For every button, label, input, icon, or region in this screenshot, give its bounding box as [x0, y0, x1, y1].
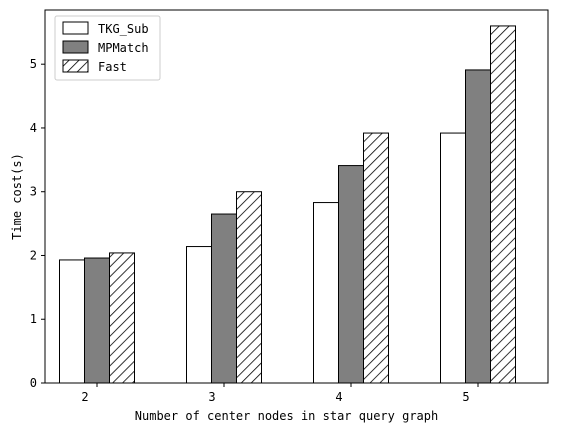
x-tick-label: 2 — [81, 390, 88, 404]
legend-swatch-tkg-sub — [62, 21, 89, 35]
y-tick-label: 5 — [30, 57, 37, 71]
bar-fast-5 — [490, 25, 516, 384]
x-axis-label: Number of center nodes in star query gra… — [135, 409, 438, 423]
legend-label: TKG_Sub — [98, 22, 149, 36]
plot-frame — [44, 9, 549, 384]
y-tick-label: 4 — [30, 121, 37, 135]
bar-fast-2 — [109, 252, 135, 384]
legend-swatch-mpmatch — [62, 40, 89, 54]
y-tick-label: 0 — [30, 376, 37, 390]
bar-tkg-sub-2 — [59, 259, 85, 384]
bar-tkg-sub-5 — [440, 132, 466, 384]
legend-label: Fast — [98, 60, 127, 74]
bar-fast-4 — [363, 132, 389, 384]
ticks-layer: 2 3 4 5 0 1 2 3 4 5 — [30, 57, 479, 404]
y-tick-label: 2 — [30, 248, 37, 262]
bar-mpmatch-2 — [84, 257, 110, 384]
x-tick-label: 3 — [208, 390, 215, 404]
legend-label: MPMatch — [98, 41, 149, 55]
bar-fast-3 — [236, 191, 262, 384]
y-tick-label: 3 — [30, 185, 37, 199]
bar-tkg-sub-4 — [313, 202, 339, 384]
legend-swatch-fast — [62, 59, 89, 73]
legend: TKG_Sub MPMatch Fast — [54, 15, 161, 81]
x-tick-label: 5 — [462, 390, 469, 404]
bar-tkg-sub-3 — [186, 246, 212, 384]
y-axis-label: Time cost(s) — [10, 153, 24, 240]
bar-mpmatch-5 — [465, 69, 491, 384]
x-tick-label: 4 — [335, 390, 342, 404]
bar-mpmatch-4 — [338, 165, 364, 384]
bars-layer — [59, 25, 516, 384]
y-tick-label: 1 — [30, 312, 37, 326]
bar-mpmatch-3 — [211, 213, 237, 384]
